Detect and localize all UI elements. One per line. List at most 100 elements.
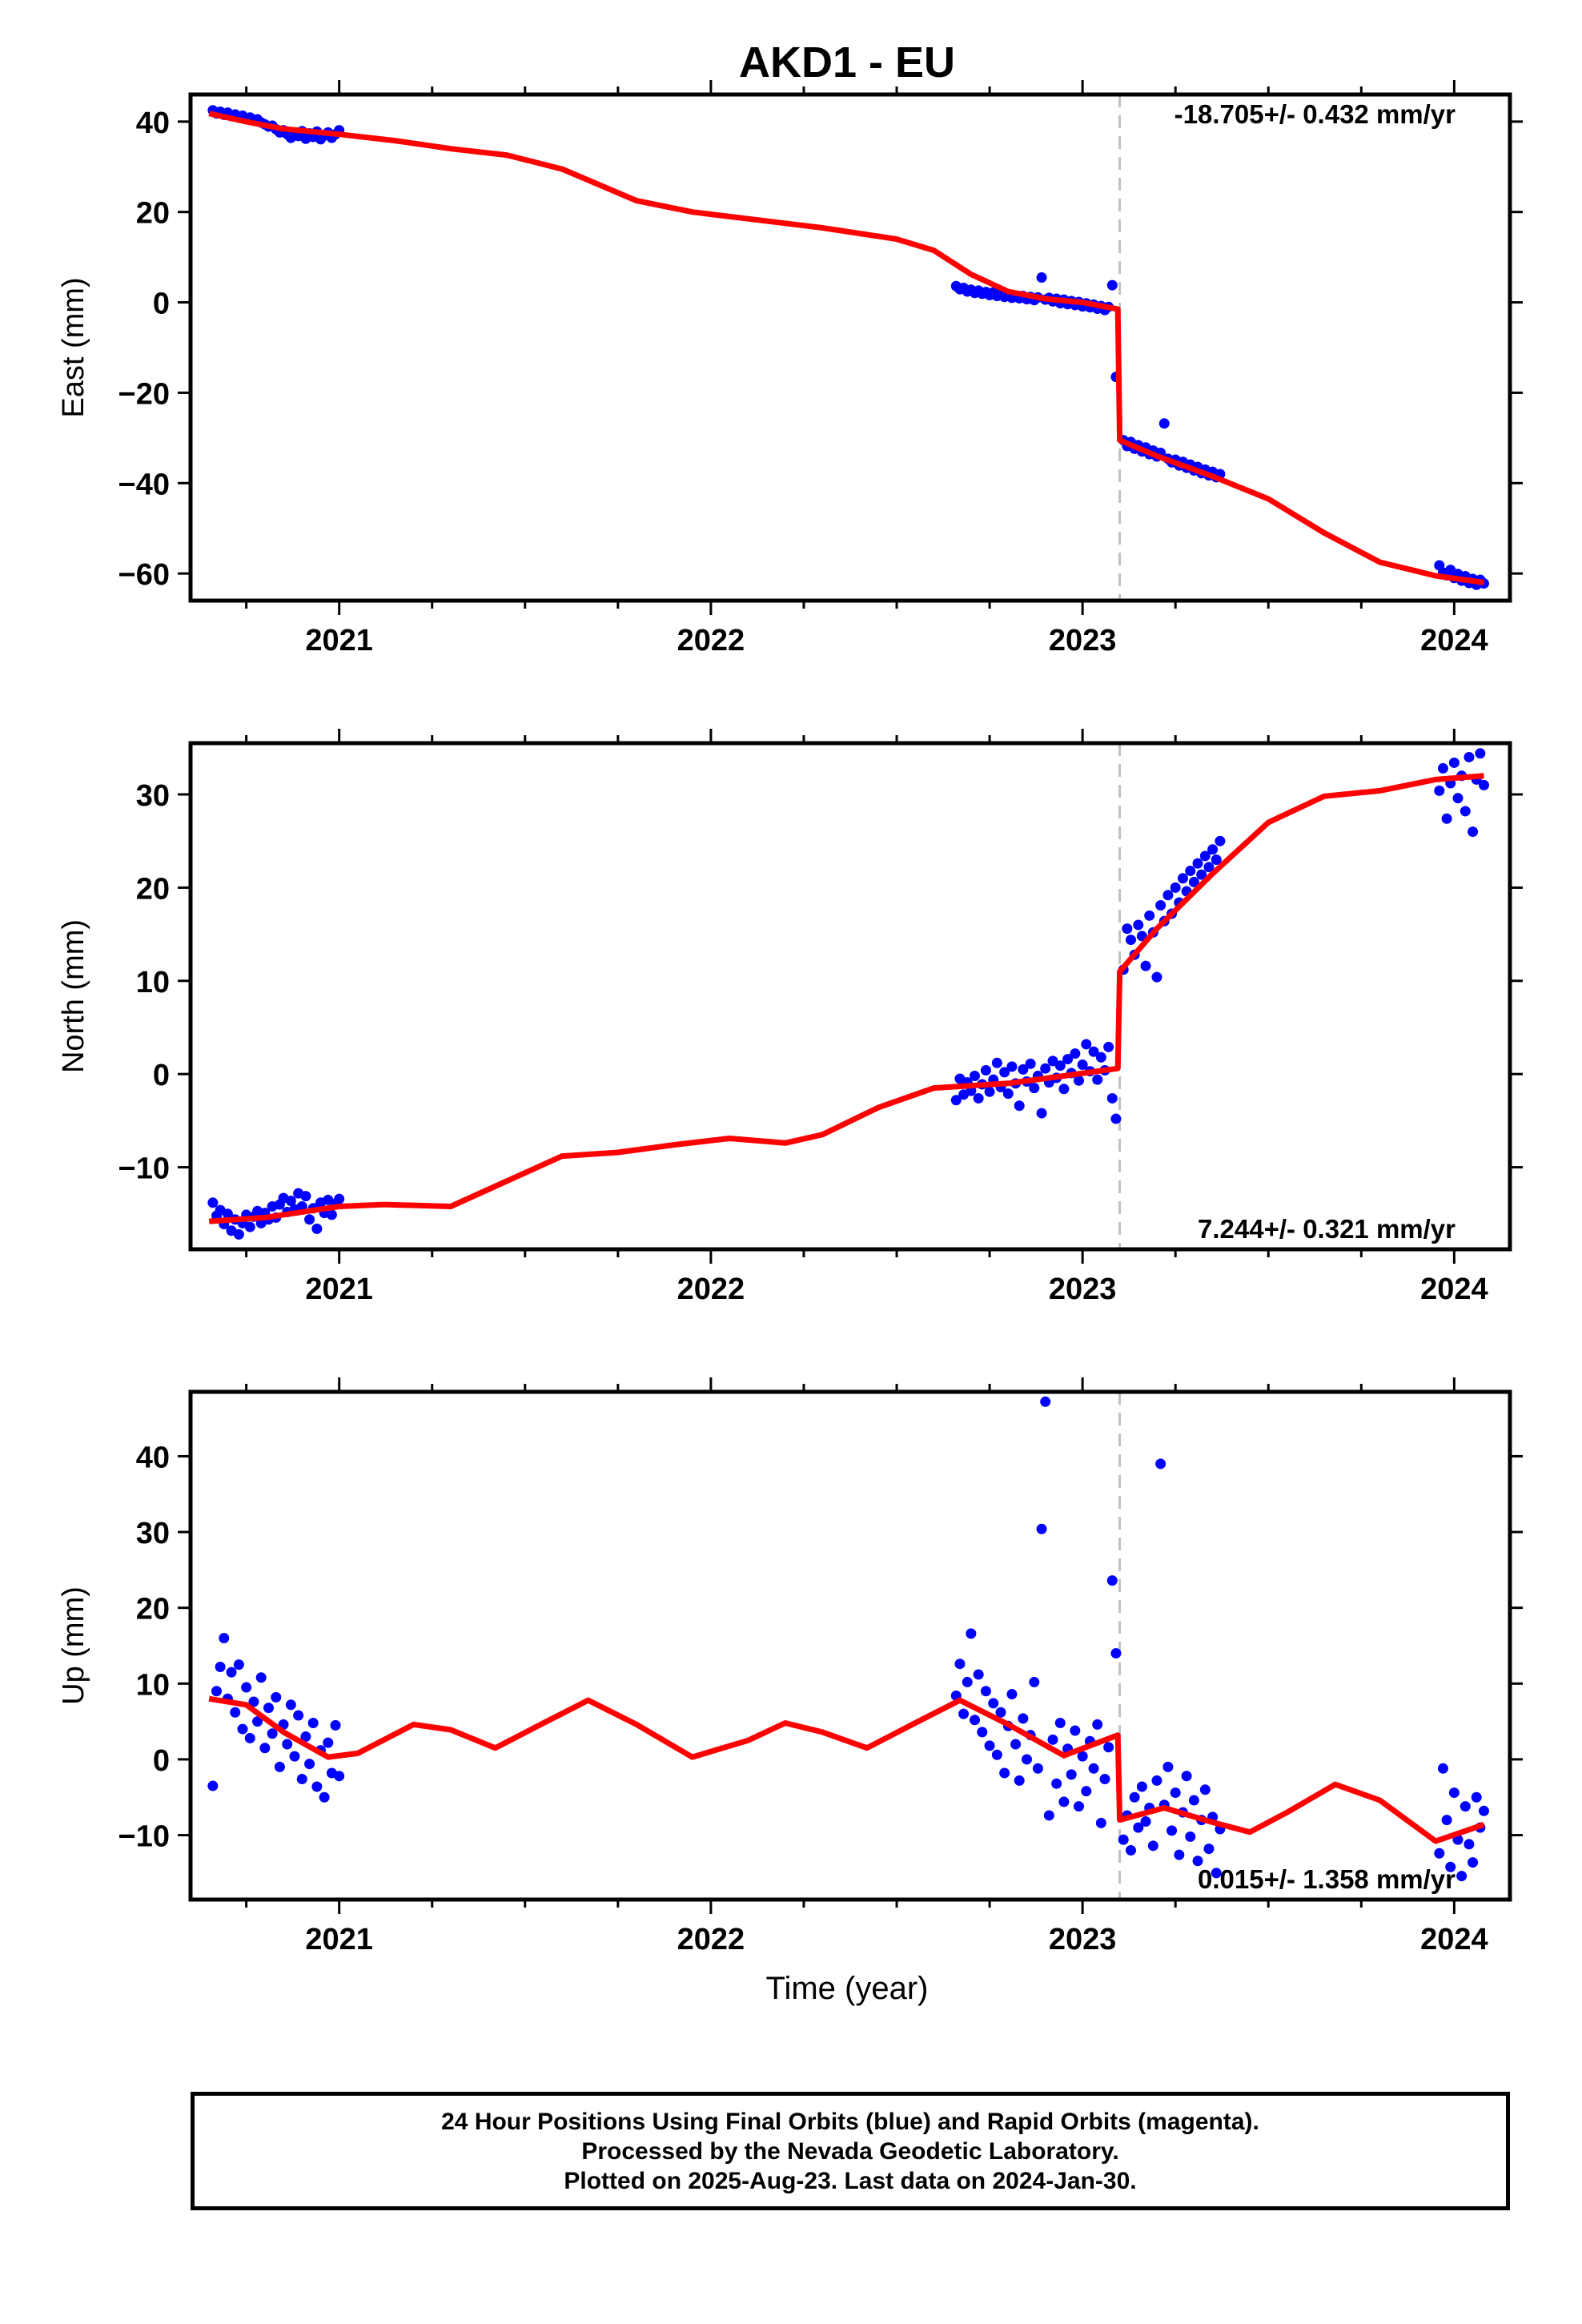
data-point: [1095, 1051, 1106, 1063]
data-point: [1032, 1763, 1043, 1774]
data-point: [1103, 1742, 1114, 1753]
data-point: [1437, 1763, 1448, 1774]
data-point: [1464, 1839, 1475, 1850]
data-point: [222, 1208, 233, 1220]
data-point: [995, 1707, 1006, 1718]
x-tick-label: 2021: [305, 1923, 373, 1956]
x-tick-label: 2024: [1420, 1923, 1488, 1956]
data-point: [267, 1728, 278, 1739]
caption-box: 24 Hour Positions Using Final Orbits (bl…: [191, 2092, 1510, 2210]
data-point: [1434, 785, 1445, 796]
data-point: [1077, 1059, 1088, 1071]
data-point: [334, 1193, 345, 1204]
x-tick-label: 2022: [677, 1273, 745, 1306]
data-point: [252, 1716, 263, 1727]
data-point: [230, 1707, 241, 1718]
plot-area: [207, 94, 1490, 601]
rate-annotation: 0.015+/- 1.358 mm/yr: [1198, 1864, 1456, 1894]
data-point: [1158, 418, 1170, 429]
panel-frame: [188, 1389, 1512, 1902]
data-point: [1054, 1718, 1066, 1729]
data-point: [962, 1676, 973, 1687]
data-point: [1002, 1088, 1014, 1100]
data-point: [1188, 876, 1199, 887]
data-point: [1151, 1775, 1162, 1786]
data-point: [970, 1071, 981, 1082]
data-point: [1162, 890, 1174, 901]
data-point: [1081, 1786, 1092, 1797]
data-point: [1185, 865, 1196, 876]
data-point: [1460, 806, 1471, 817]
y-tick-label: 0: [153, 287, 170, 321]
data-point: [274, 1761, 285, 1772]
data-point: [1022, 1754, 1033, 1765]
data-point: [1095, 1817, 1106, 1828]
data-point: [1070, 1725, 1081, 1736]
data-point: [1211, 854, 1222, 865]
data-point: [1018, 1713, 1029, 1724]
data-point: [1203, 862, 1215, 873]
data-point: [1185, 1831, 1196, 1842]
figure-title: AKD1 - EU: [739, 38, 955, 86]
data-point: [296, 1774, 307, 1785]
data-point: [1448, 1787, 1460, 1799]
data-point: [1103, 1041, 1114, 1052]
data-point: [1006, 1061, 1018, 1072]
x-tick-label: 2023: [1049, 1273, 1117, 1306]
data-point: [1170, 882, 1181, 893]
data-point: [1073, 1801, 1084, 1812]
data-point: [1129, 1791, 1140, 1803]
data-point: [1036, 272, 1047, 283]
data-point: [1155, 1458, 1166, 1470]
data-point: [1441, 813, 1452, 824]
data-point: [1479, 1805, 1490, 1816]
y-tick-label: 0: [153, 1059, 170, 1092]
data-point: [1136, 1781, 1147, 1792]
panel-frame: [188, 92, 1512, 603]
x-tick-label: 2024: [1420, 1273, 1488, 1306]
data-point: [984, 1740, 995, 1751]
model-curve: [208, 1695, 1485, 1844]
data-point: [207, 1780, 219, 1791]
data-point: [307, 1718, 319, 1729]
y-axis-label: North (mm): [57, 919, 90, 1073]
panel-east: 40 20 0 −20 −40 −60 2021 2022 2023 2024 East (mm) -…: [57, 80, 1523, 657]
data-point: [999, 1067, 1010, 1078]
data-point: [1073, 1075, 1084, 1086]
data-point: [1448, 757, 1460, 768]
data-point: [1040, 1396, 1051, 1407]
data-point: [1040, 1063, 1051, 1074]
y-tick-label: 10: [136, 1668, 170, 1702]
data-point: [1125, 935, 1136, 946]
y-tick-label: 40: [136, 107, 170, 140]
y-axis-label: East (mm): [57, 277, 90, 417]
data-point: [311, 1781, 323, 1792]
data-point: [1166, 1825, 1178, 1836]
data-point: [233, 1659, 244, 1671]
data-point: [1133, 919, 1144, 931]
caption-line-2: Processed by the Nevada Geodetic Laborat…: [581, 2137, 1119, 2165]
data-point: [304, 1214, 315, 1225]
data-point: [1151, 971, 1162, 983]
data-point: [1025, 1058, 1036, 1069]
data-point: [1140, 1816, 1151, 1827]
data-point: [1479, 779, 1490, 790]
data-point: [988, 1698, 999, 1709]
data-point: [1110, 1113, 1122, 1124]
y-tick-label: −40: [118, 468, 170, 501]
data-point: [980, 1686, 991, 1697]
data-point: [1106, 279, 1118, 291]
data-point: [1475, 748, 1486, 759]
data-point: [259, 1743, 271, 1754]
data-point: [1170, 1787, 1181, 1799]
data-point: [1070, 1048, 1081, 1059]
data-point: [1471, 1791, 1482, 1803]
data-point: [244, 1221, 255, 1232]
data-point: [1203, 1844, 1215, 1855]
data-point: [211, 1686, 222, 1697]
data-point: [1014, 1100, 1025, 1112]
x-tick-label: 2021: [305, 1273, 373, 1306]
y-tick-label: 30: [136, 779, 170, 813]
data-point: [248, 1696, 259, 1707]
data-point: [1054, 1060, 1066, 1072]
